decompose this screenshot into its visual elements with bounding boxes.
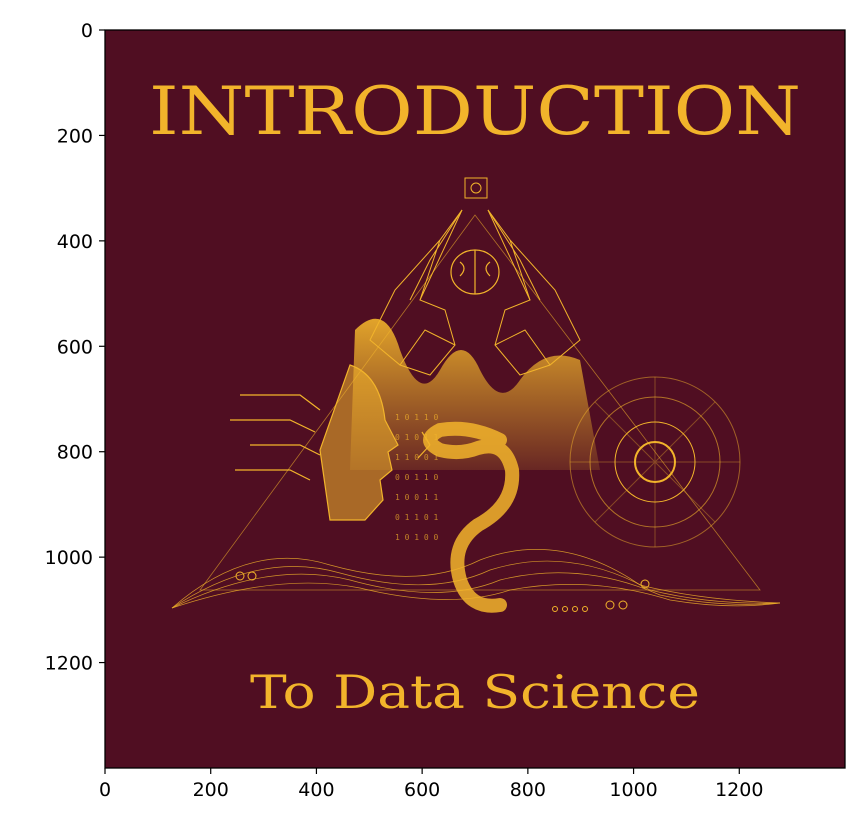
y-tick-label: 600	[57, 336, 93, 358]
ground-mesh	[171, 549, 781, 609]
x-tick-label: 600	[404, 779, 440, 801]
y-tick-label: 0	[81, 20, 93, 42]
left-hand-icon	[369, 209, 463, 376]
circuit-wheel-icon	[569, 376, 741, 548]
poster-artwork: 1 0 1 1 0 0 1 0 1 1 1 1 0 0 1 0 0 1 1 0 …	[171, 177, 781, 613]
svg-text:0 0 1 1 0: 0 0 1 1 0	[395, 473, 439, 482]
svg-text:0 1 1 0 1: 0 1 1 0 1	[395, 513, 439, 522]
y-tick-label: 800	[57, 442, 93, 464]
binary-icon	[464, 177, 488, 199]
axes-frame	[104, 29, 846, 769]
y-axis: 0 200 400 600 800 1000 1200	[45, 20, 105, 675]
snake-icon	[417, 421, 520, 613]
y-tick-label: 1200	[45, 653, 93, 675]
svg-text:1 0 1 0 0: 1 0 1 0 0	[395, 533, 439, 542]
x-tick-label: 1000	[609, 779, 657, 801]
circuit-dots	[235, 571, 650, 612]
binary-rain: 1 0 1 1 0 0 1 0 1 1 1 1 0 0 1 0 0 1 1 0 …	[395, 413, 439, 542]
brain-icon	[450, 249, 500, 295]
poster-title-line2: To Data Science	[250, 665, 700, 719]
y-tick-label: 200	[57, 125, 93, 147]
x-tick-label: 200	[193, 779, 229, 801]
x-axis: 0 200 400 600 800 1000 1200	[99, 768, 763, 801]
x-tick-label: 400	[298, 779, 334, 801]
face-profile	[230, 364, 399, 521]
poster-title-line1: INTRODUCTION	[149, 73, 801, 150]
central-wave	[350, 318, 600, 470]
y-tick-label: 400	[57, 231, 93, 253]
x-tick-label: 0	[99, 779, 111, 801]
x-tick-label: 1200	[715, 779, 763, 801]
svg-text:0 1 0 1 1: 0 1 0 1 1	[395, 433, 439, 442]
svg-text:1 0 0 1 1: 1 0 0 1 1	[395, 493, 439, 502]
svg-text:1 1 0 0 1: 1 1 0 0 1	[395, 453, 439, 462]
svg-text:1 0 1 1 0: 1 0 1 1 0	[395, 413, 439, 422]
x-tick-label: 800	[510, 779, 546, 801]
y-tick-label: 1000	[45, 547, 93, 569]
